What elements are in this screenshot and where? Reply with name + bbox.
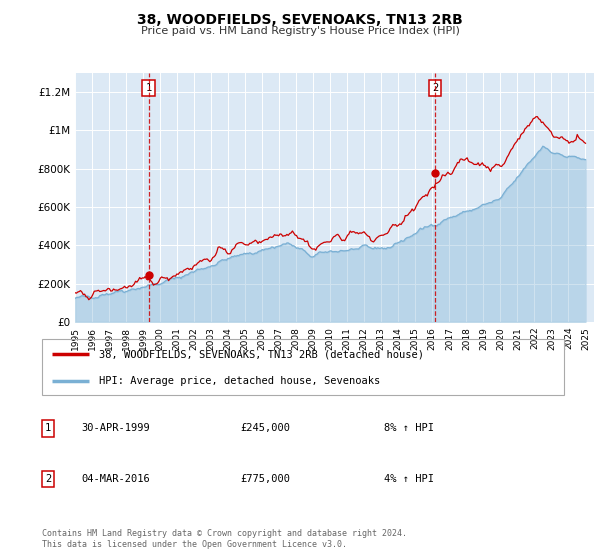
Text: £775,000: £775,000 <box>240 474 290 484</box>
Text: 04-MAR-2016: 04-MAR-2016 <box>81 474 150 484</box>
Text: 4% ↑ HPI: 4% ↑ HPI <box>384 474 434 484</box>
Text: 2: 2 <box>432 83 439 93</box>
Text: 1: 1 <box>45 423 51 433</box>
Text: 38, WOODFIELDS, SEVENOAKS, TN13 2RB: 38, WOODFIELDS, SEVENOAKS, TN13 2RB <box>137 13 463 27</box>
Text: 8% ↑ HPI: 8% ↑ HPI <box>384 423 434 433</box>
Text: Contains HM Land Registry data © Crown copyright and database right 2024.
This d: Contains HM Land Registry data © Crown c… <box>42 529 407 549</box>
Text: 1: 1 <box>146 83 152 93</box>
Text: 38, WOODFIELDS, SEVENOAKS, TN13 2RB (detached house): 38, WOODFIELDS, SEVENOAKS, TN13 2RB (det… <box>100 349 424 360</box>
Text: Price paid vs. HM Land Registry's House Price Index (HPI): Price paid vs. HM Land Registry's House … <box>140 26 460 36</box>
Text: HPI: Average price, detached house, Sevenoaks: HPI: Average price, detached house, Seve… <box>100 376 380 386</box>
Text: 30-APR-1999: 30-APR-1999 <box>81 423 150 433</box>
Text: £245,000: £245,000 <box>240 423 290 433</box>
Text: 2: 2 <box>45 474 51 484</box>
